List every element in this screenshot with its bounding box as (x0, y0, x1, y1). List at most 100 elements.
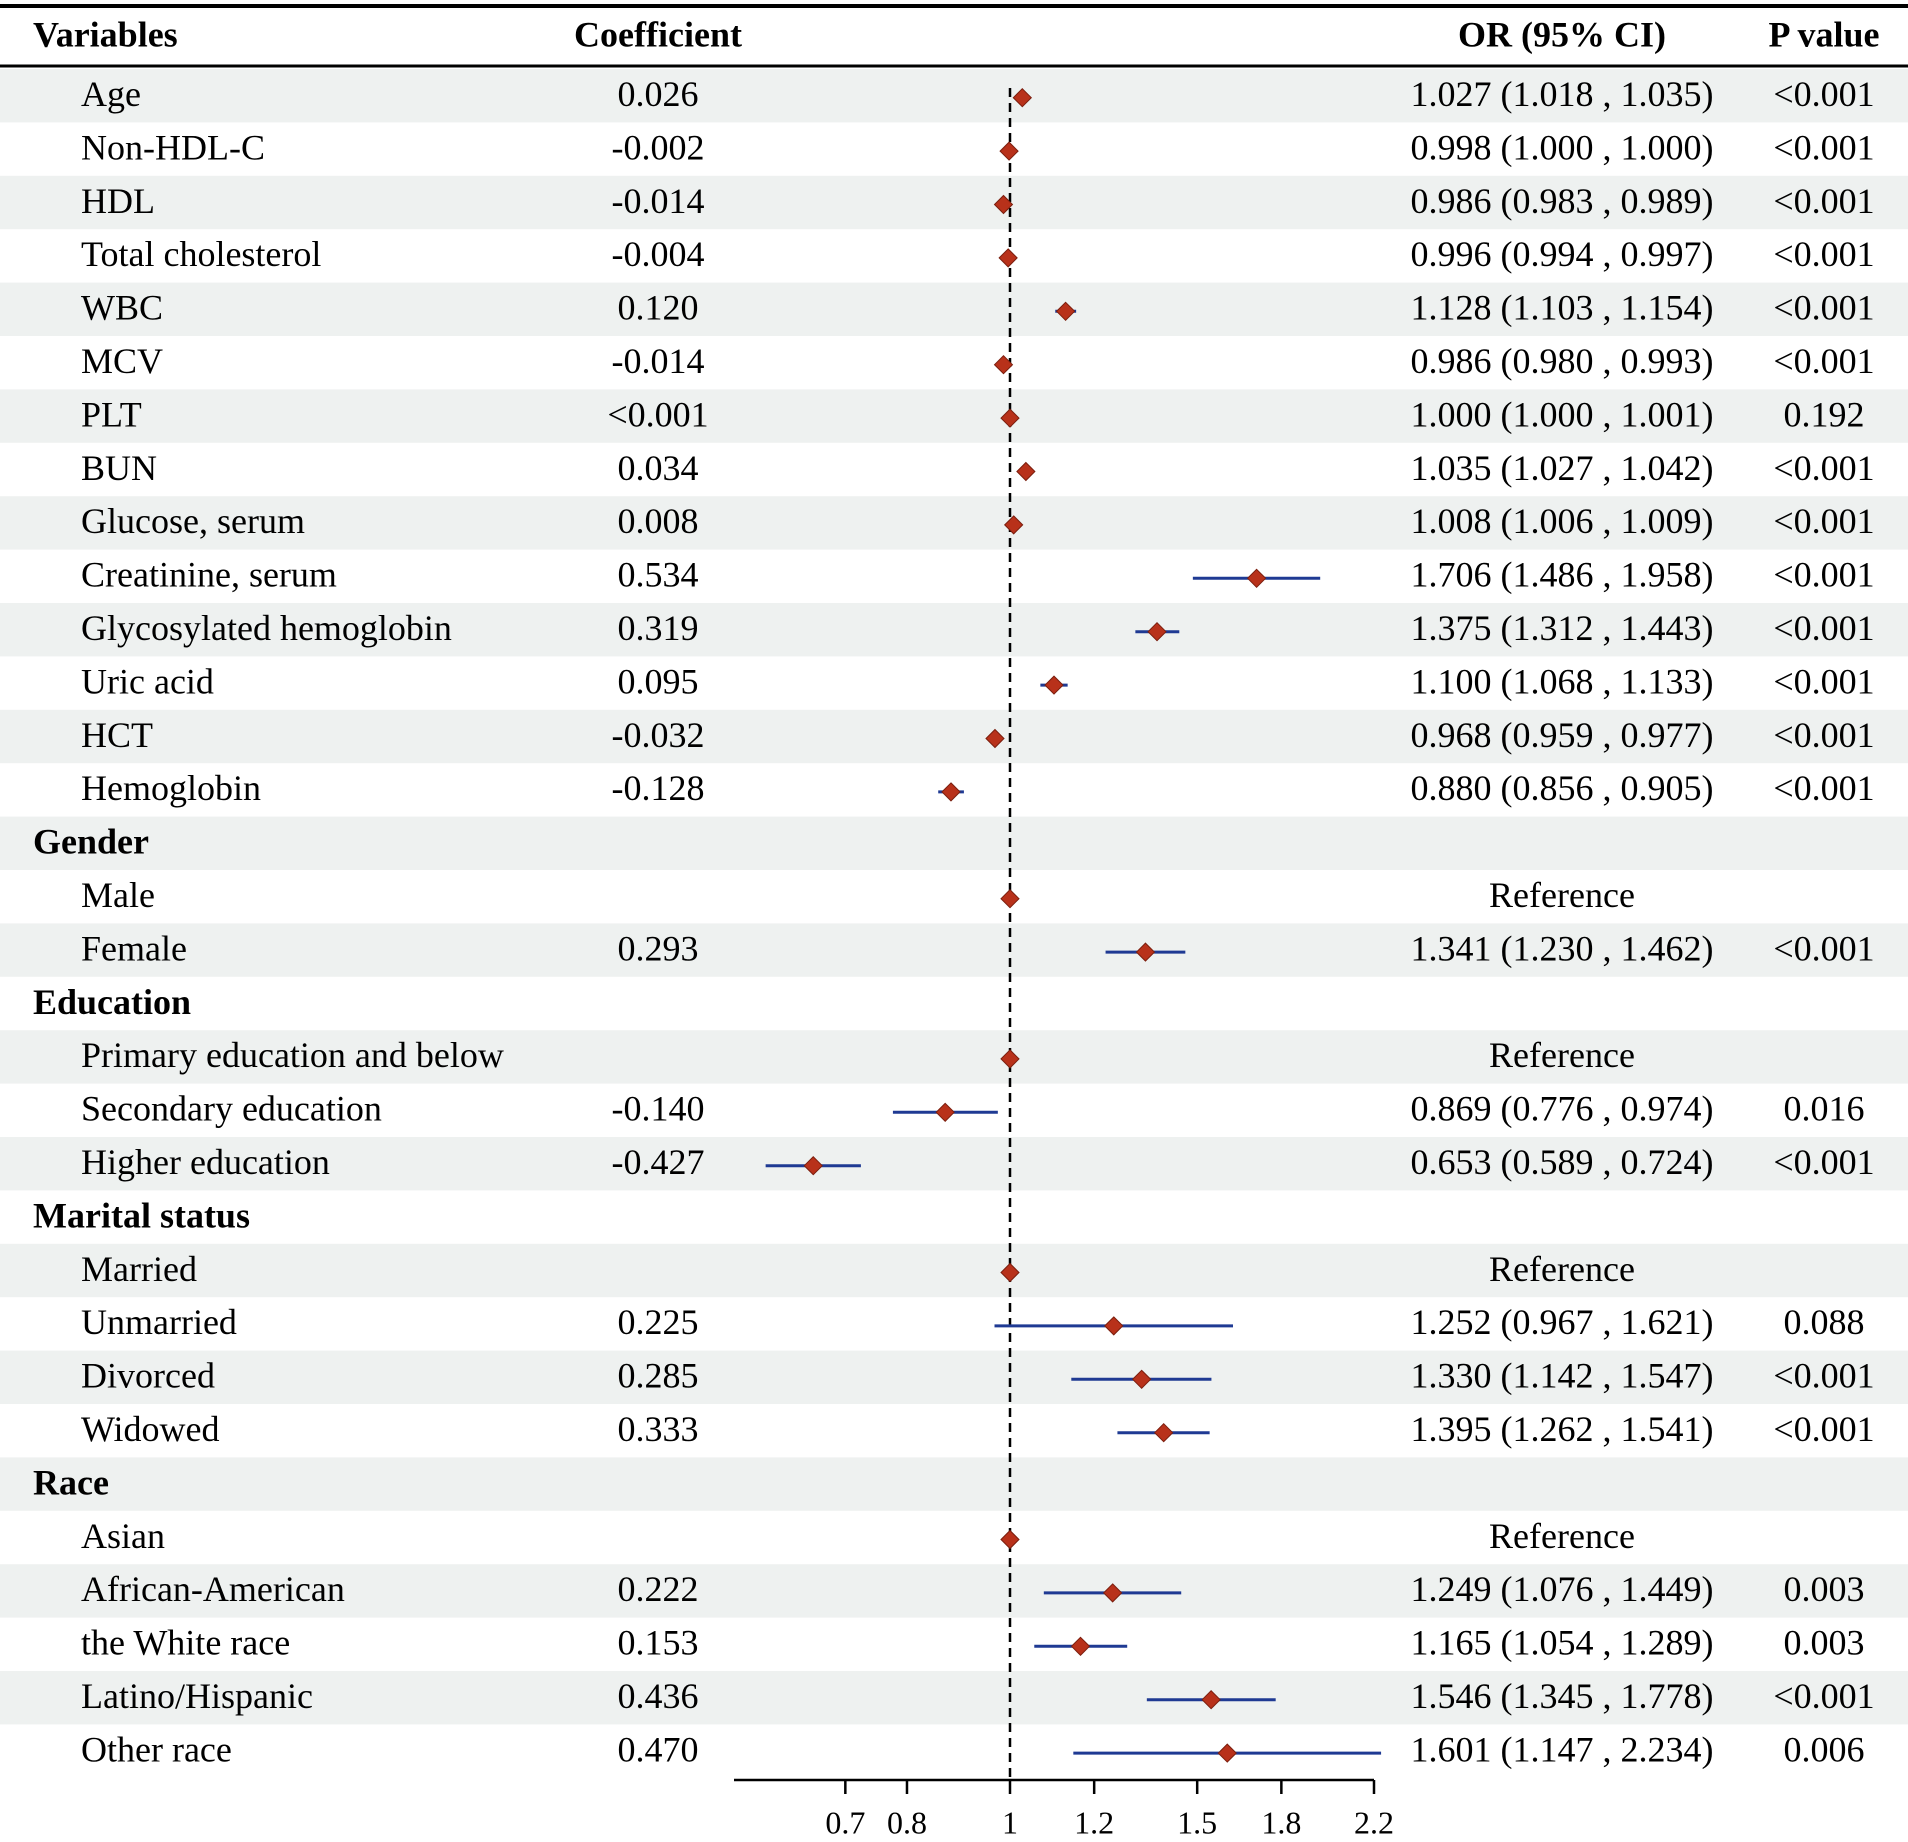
row-p-value: <0.001 (1773, 555, 1874, 595)
row-label: Widowed (81, 1409, 220, 1449)
group-label: Race (33, 1462, 109, 1502)
or-marker (993, 354, 1014, 375)
row-label: Primary education and below (81, 1035, 504, 1075)
or-marker (999, 141, 1019, 161)
or-marker (1000, 1529, 1020, 1550)
row-coefficient: 0.120 (618, 288, 699, 328)
row-band (0, 496, 1908, 550)
row-label: Asian (81, 1516, 165, 1556)
row-reference: Reference (1489, 1516, 1635, 1556)
row-label: Male (81, 875, 155, 915)
row-coefficient: 0.470 (618, 1729, 699, 1769)
row-coefficient: -0.128 (612, 768, 705, 808)
row-or-ci: 1.375 (1.312 , 1.443) (1411, 608, 1714, 648)
or-marker (1000, 408, 1020, 428)
row-label: Secondary education (81, 1089, 382, 1129)
row-label: Other race (81, 1729, 232, 1769)
row-coefficient: 0.153 (618, 1623, 699, 1663)
row-label: African-American (81, 1569, 345, 1609)
header-p-value: P value (1768, 14, 1879, 54)
row-or-ci: 1.706 (1.486 , 1.958) (1411, 555, 1714, 595)
row-coefficient: 0.034 (618, 448, 699, 488)
row-label: Glucose, serum (81, 501, 305, 541)
row-label: Creatinine, serum (81, 555, 337, 595)
or-marker (1201, 1689, 1221, 1710)
row-or-ci: 1.546 (1.345 , 1.778) (1411, 1676, 1714, 1716)
row-label: BUN (81, 448, 157, 488)
x-tick-label: 2.2 (1354, 1804, 1394, 1840)
row-band (0, 1137, 1908, 1191)
header-or-ci: OR (95% CI) (1458, 14, 1666, 54)
row-or-ci: 1.341 (1.230 , 1.462) (1411, 928, 1714, 968)
row-or-ci: 1.128 (1.103 , 1.154) (1411, 288, 1714, 328)
or-marker (993, 194, 1014, 215)
row-p-value: <0.001 (1773, 181, 1874, 221)
row-p-value: <0.001 (1773, 1142, 1874, 1182)
x-tick-label: 1 (1002, 1804, 1018, 1840)
row-or-ci: 1.249 (1.076 , 1.449) (1411, 1569, 1714, 1609)
row-or-ci: 0.869 (0.776 , 0.974) (1411, 1089, 1714, 1129)
row-p-value: <0.001 (1773, 448, 1874, 488)
row-p-value: 0.088 (1784, 1302, 1865, 1342)
row-label: HDL (81, 181, 155, 221)
group-label: Education (33, 982, 191, 1022)
row-label: Married (81, 1249, 197, 1289)
row-label: Age (81, 74, 141, 114)
row-or-ci: 0.998 (1.000 , 1.000) (1411, 127, 1714, 167)
row-band (0, 816, 1908, 870)
row-p-value: 0.003 (1784, 1623, 1865, 1663)
row-p-value: <0.001 (1773, 74, 1874, 114)
or-marker (941, 782, 961, 802)
row-or-ci: 1.252 (0.967 , 1.621) (1411, 1302, 1714, 1342)
row-coefficient: 0.008 (618, 501, 699, 541)
or-marker (1104, 1316, 1124, 1336)
row-coefficient: <0.001 (607, 394, 708, 434)
row-label: Glycosylated hemoglobin (81, 608, 452, 648)
x-tick-label: 1.2 (1074, 1804, 1114, 1840)
or-marker (1102, 1583, 1123, 1603)
row-label: Latino/Hispanic (81, 1676, 313, 1716)
or-marker (1217, 1743, 1237, 1763)
row-coefficient: -0.002 (612, 127, 705, 167)
row-band (0, 603, 1908, 657)
row-reference: Reference (1489, 875, 1635, 915)
or-marker (1003, 515, 1024, 535)
row-coefficient: 0.333 (618, 1409, 699, 1449)
row-label: HCT (81, 715, 153, 755)
row-label: Divorced (81, 1356, 215, 1396)
row-p-value: <0.001 (1773, 341, 1874, 381)
row-label: Female (81, 928, 187, 968)
row-coefficient: -0.014 (612, 181, 705, 221)
row-label: Non-HDL-C (81, 127, 265, 167)
row-p-value: <0.001 (1773, 127, 1874, 167)
or-marker (1000, 1262, 1020, 1283)
or-marker (1055, 301, 1076, 322)
row-band (0, 1030, 1908, 1084)
or-marker (1012, 87, 1033, 108)
or-marker (803, 1155, 823, 1176)
or-marker (1131, 1369, 1152, 1390)
row-or-ci: 1.601 (1.147 , 2.234) (1411, 1729, 1714, 1769)
row-label: Uric acid (81, 661, 214, 701)
row-p-value: 0.003 (1784, 1569, 1865, 1609)
row-coefficient: -0.032 (612, 715, 705, 755)
row-band (0, 709, 1908, 764)
row-p-value: 0.192 (1784, 394, 1865, 434)
row-band (0, 1564, 1908, 1618)
row-coefficient: -0.140 (612, 1089, 705, 1129)
row-p-value: <0.001 (1773, 234, 1874, 274)
or-marker (1135, 942, 1156, 962)
row-or-ci: 0.986 (0.980 , 0.993) (1411, 341, 1714, 381)
row-bands (0, 69, 1908, 1725)
x-tick-label: 0.8 (887, 1804, 927, 1840)
or-marker (1246, 568, 1267, 589)
header-variables: Variables (33, 14, 178, 54)
row-coefficient: -0.004 (612, 234, 705, 274)
row-band (0, 1350, 1908, 1404)
row-p-value: <0.001 (1773, 1356, 1874, 1396)
row-coefficient: 0.534 (618, 555, 699, 595)
row-band (0, 389, 1908, 443)
x-tick-label: 0.7 (825, 1804, 865, 1840)
row-or-ci: 0.653 (0.589 , 0.724) (1411, 1142, 1714, 1182)
